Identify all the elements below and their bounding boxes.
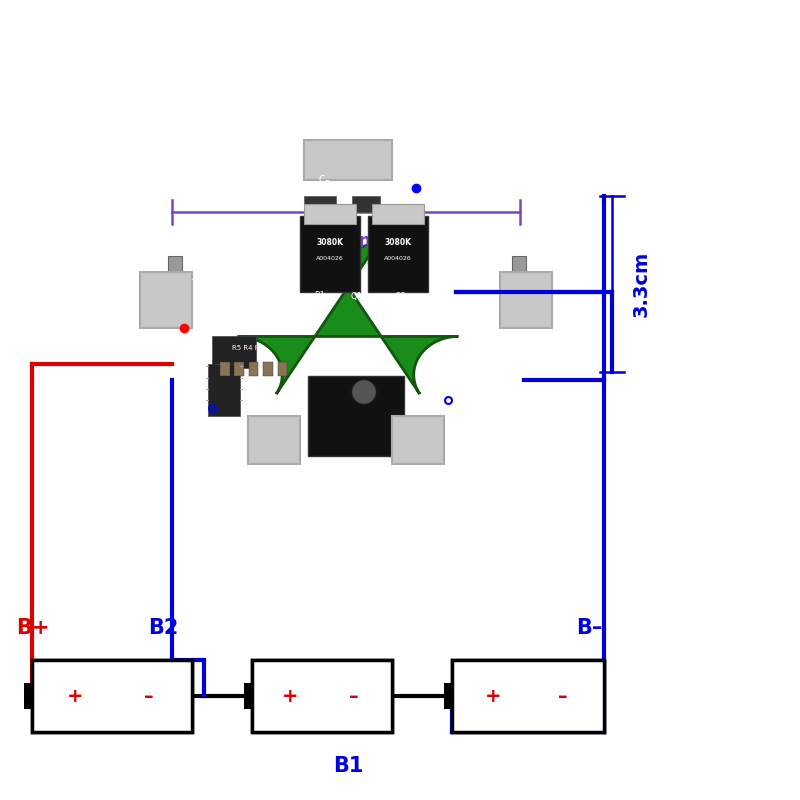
Text: B1: B1 <box>333 756 363 776</box>
Bar <box>368 216 428 292</box>
Text: B1: B1 <box>402 179 414 189</box>
Text: 3.3cm: 3.3cm <box>632 251 651 317</box>
Bar <box>512 256 526 288</box>
Bar <box>372 204 424 224</box>
Bar <box>452 660 604 732</box>
Text: –: – <box>350 686 359 706</box>
Text: A004026: A004026 <box>316 256 344 261</box>
Bar <box>452 660 604 732</box>
Bar <box>244 683 252 709</box>
Bar <box>500 272 552 328</box>
Bar <box>208 364 240 416</box>
Text: A004026: A004026 <box>384 256 412 261</box>
Text: +: + <box>485 686 502 706</box>
Text: P+: P+ <box>195 238 205 250</box>
Text: B–: B– <box>576 618 602 638</box>
Bar <box>252 660 392 732</box>
Bar <box>252 660 392 732</box>
Bar <box>24 683 32 709</box>
Polygon shape <box>238 230 458 394</box>
Text: R5 R4 R7: R5 R4 R7 <box>232 345 264 351</box>
Text: B–: B– <box>430 399 442 409</box>
Text: +: + <box>282 686 298 706</box>
Text: +: + <box>282 686 298 706</box>
Bar <box>234 362 244 376</box>
Bar <box>168 256 182 288</box>
Text: P–: P– <box>483 239 493 249</box>
Text: –: – <box>350 686 359 706</box>
Bar <box>24 683 32 709</box>
Text: 3080K: 3080K <box>317 238 343 247</box>
Bar <box>308 376 404 456</box>
Bar <box>220 362 230 376</box>
Text: +: + <box>485 686 502 706</box>
Bar <box>32 660 192 732</box>
Bar <box>244 683 252 709</box>
Bar <box>248 416 300 464</box>
Text: +: + <box>67 686 83 706</box>
Bar <box>392 416 444 464</box>
Text: Q3: Q3 <box>246 291 258 301</box>
Text: –: – <box>558 686 568 706</box>
Bar <box>352 196 380 212</box>
Bar <box>304 204 356 224</box>
Text: –: – <box>144 686 154 706</box>
Text: AK43: AK43 <box>424 359 448 369</box>
Text: B2: B2 <box>218 431 230 441</box>
Bar <box>278 362 287 376</box>
Text: 3.3cm: 3.3cm <box>313 232 379 251</box>
Bar <box>249 362 258 376</box>
Bar <box>300 216 360 292</box>
Bar <box>140 272 192 328</box>
Bar <box>304 196 336 212</box>
Text: +B: +B <box>190 275 202 285</box>
Bar <box>212 336 256 368</box>
Text: 3080K: 3080K <box>385 238 411 247</box>
Bar <box>32 660 192 732</box>
Text: C–: C– <box>318 175 330 185</box>
Text: +: + <box>67 686 83 706</box>
Bar <box>304 140 392 180</box>
Bar <box>444 683 452 709</box>
Bar <box>444 683 452 709</box>
Text: Q2: Q2 <box>394 291 406 301</box>
Text: Q1: Q1 <box>350 291 362 301</box>
Bar <box>263 362 273 376</box>
Text: B2: B2 <box>148 618 178 638</box>
Text: –: – <box>558 686 568 706</box>
Text: B+: B+ <box>16 618 50 638</box>
Text: D1: D1 <box>314 291 326 301</box>
Circle shape <box>352 380 376 404</box>
Text: –: – <box>144 686 154 706</box>
